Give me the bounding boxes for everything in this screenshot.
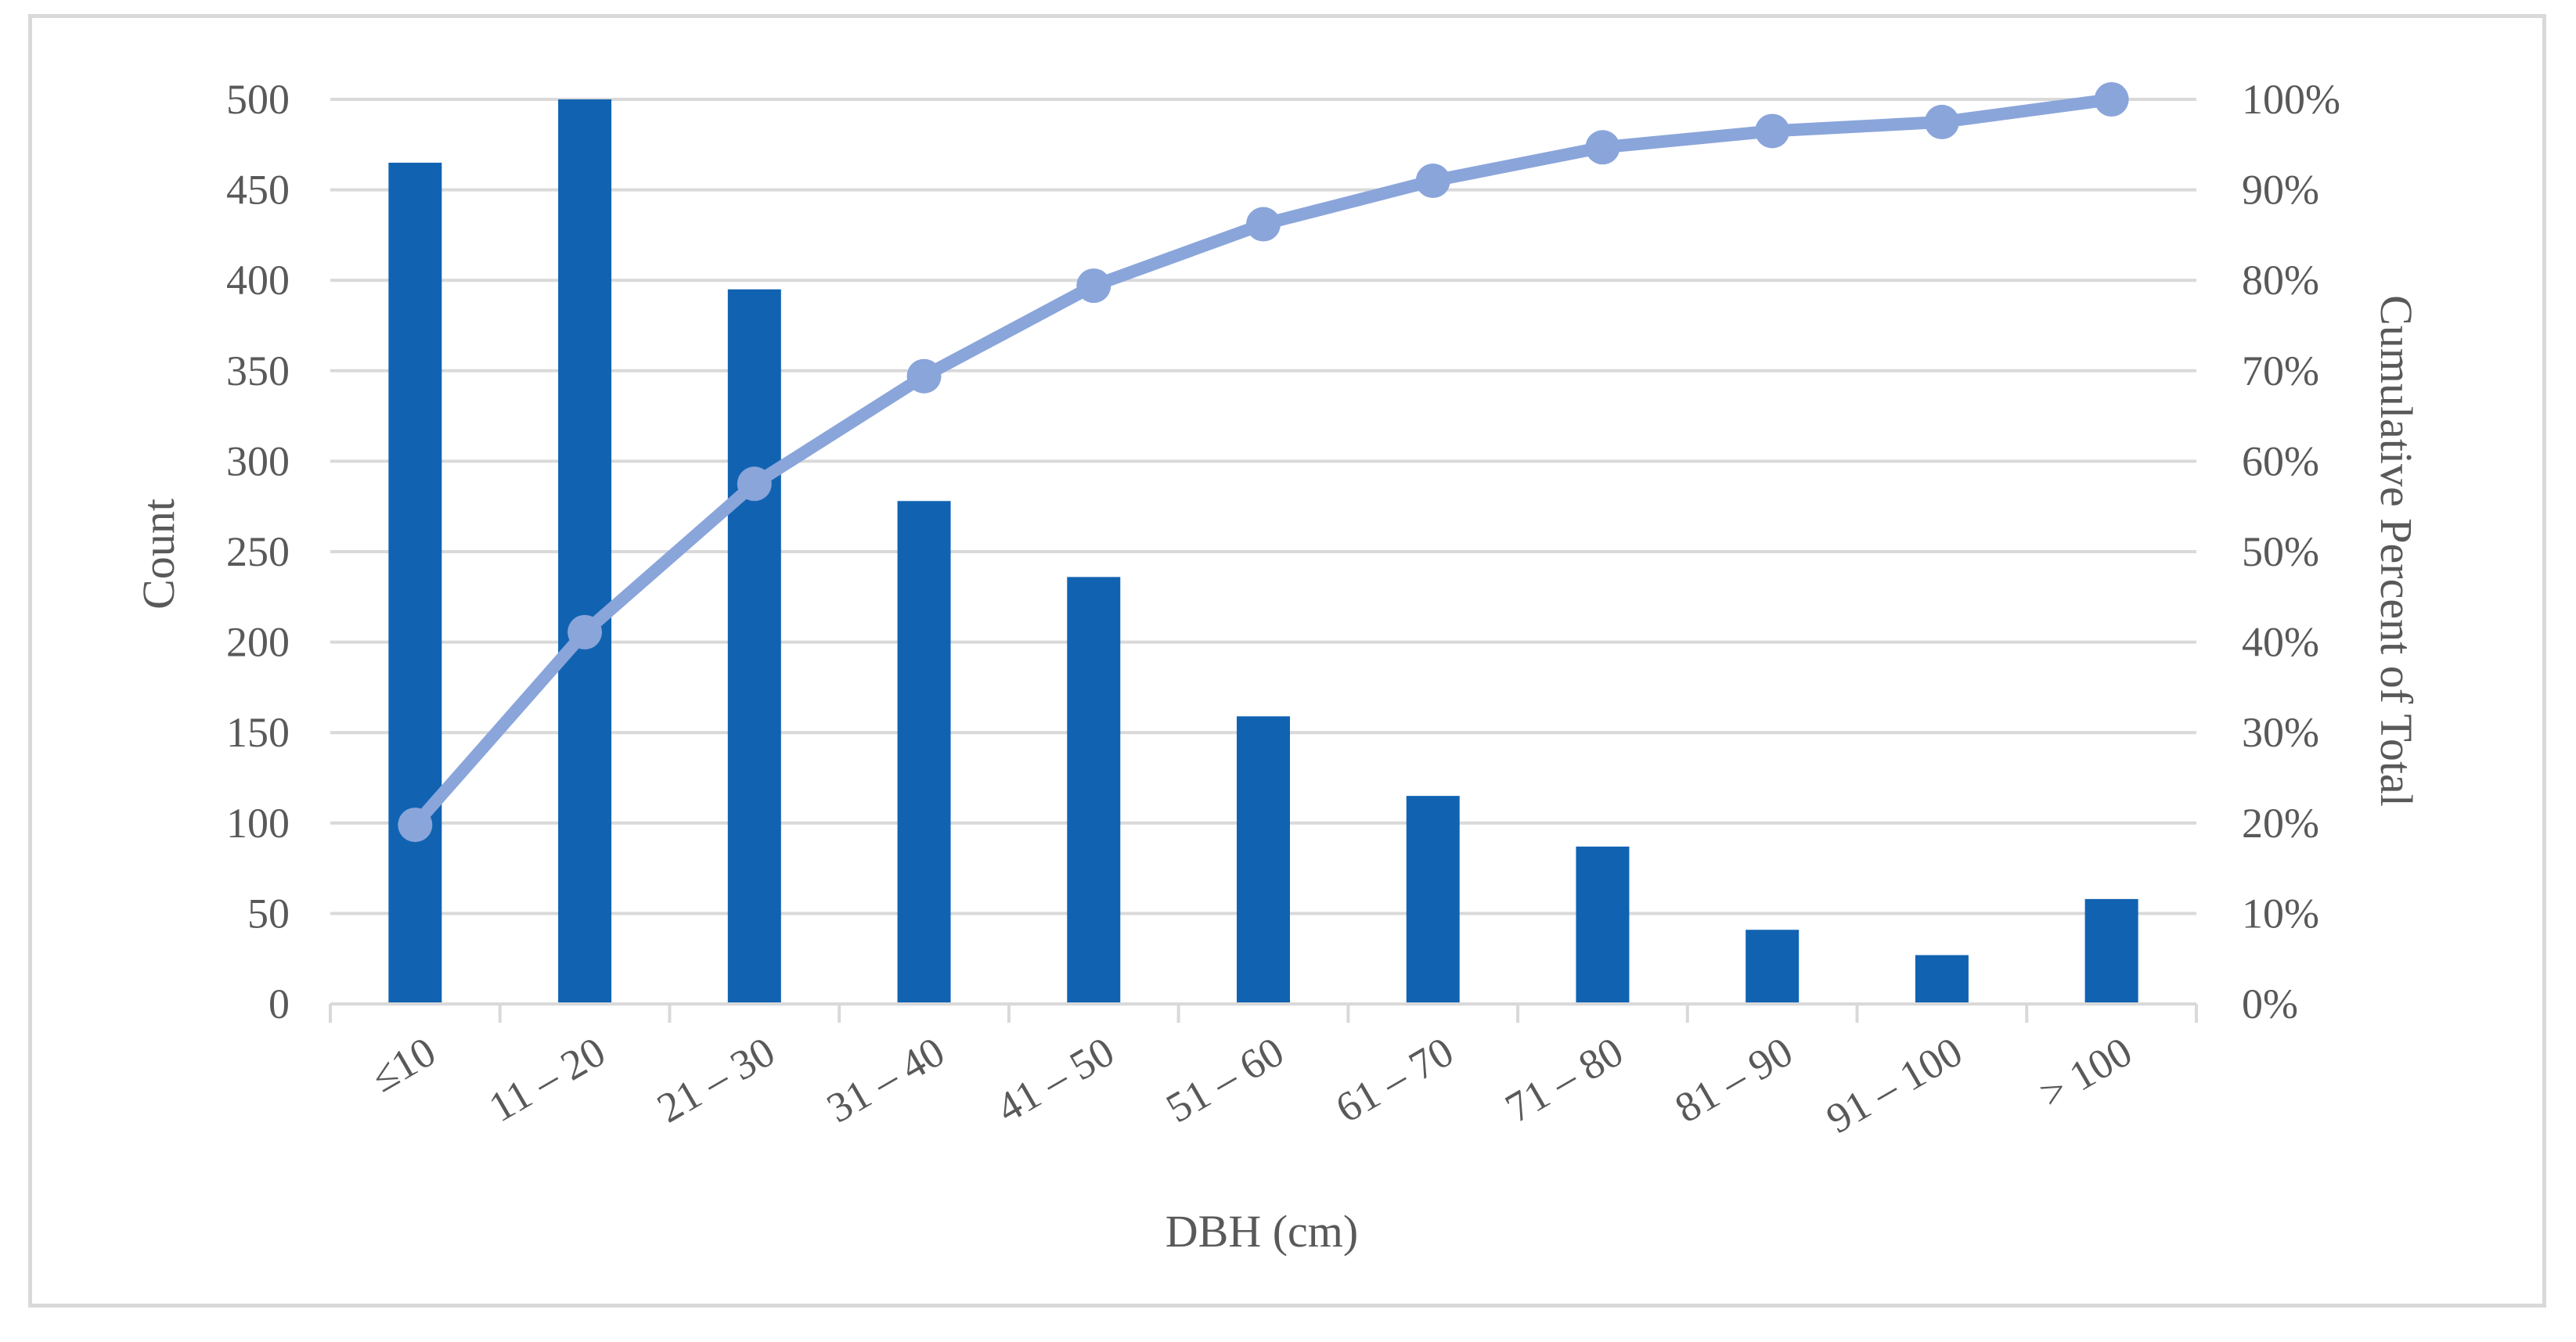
x-tick-label: 51 – 60 bbox=[1158, 1027, 1292, 1132]
bar-series bbox=[388, 99, 2138, 1004]
y-tick-label-right: 90% bbox=[2242, 167, 2319, 214]
y-tick-label-left: 0 bbox=[268, 980, 290, 1027]
bar bbox=[558, 99, 612, 1004]
x-tick-label: 11 – 20 bbox=[481, 1027, 614, 1131]
bar bbox=[727, 289, 781, 1004]
bar bbox=[1746, 930, 1800, 1004]
x-axis-ticks: ≤10 11 – 20 21 – 30 31 – 40 41 – 50 51 – 60 61… bbox=[363, 1027, 2140, 1142]
chart-frame bbox=[28, 14, 2546, 1308]
y-axis-right-ticks: 0% 10% 20% 30% 40% 50% 60% 70% 80% 90% 100% bbox=[2242, 76, 2340, 1027]
bar bbox=[1067, 577, 1121, 1004]
y-tick-label-left: 300 bbox=[226, 437, 290, 484]
bar bbox=[897, 501, 951, 1004]
bar bbox=[1576, 846, 1630, 1004]
x-tick-label: 81 – 90 bbox=[1667, 1027, 1800, 1132]
bar bbox=[1915, 955, 1969, 1004]
x-tick-label: 21 – 30 bbox=[650, 1027, 783, 1132]
x-tick-label: 71 – 80 bbox=[1497, 1027, 1630, 1132]
y-tick-label-right: 10% bbox=[2242, 890, 2319, 937]
y-tick-label-left: 400 bbox=[226, 257, 290, 304]
y-tick-label-left: 250 bbox=[226, 528, 290, 575]
bar bbox=[1406, 796, 1460, 1004]
cumulative-point bbox=[1924, 104, 1959, 139]
x-tick-label: 41 – 50 bbox=[989, 1027, 1122, 1132]
cumulative-point bbox=[1755, 113, 1790, 149]
y-tick-label-right: 100% bbox=[2242, 76, 2340, 123]
y-tick-label-left: 350 bbox=[226, 347, 290, 394]
y-axis-left-title: Count bbox=[133, 498, 184, 610]
x-tick-label: 61 – 70 bbox=[1328, 1027, 1461, 1132]
cumulative-point bbox=[1585, 130, 1620, 165]
y-axis-right-title: Cumulative Percent of Total bbox=[2371, 295, 2422, 807]
x-tick-label: 31 – 40 bbox=[819, 1027, 952, 1132]
bar bbox=[388, 162, 442, 1004]
y-tick-label-right: 20% bbox=[2242, 800, 2319, 847]
bar bbox=[1237, 716, 1290, 1004]
y-tick-label-left: 150 bbox=[226, 709, 290, 756]
cumulative-point bbox=[567, 614, 603, 649]
cumulative-point bbox=[1415, 164, 1450, 199]
x-tick-label: > 100 bbox=[2031, 1027, 2139, 1117]
y-tick-label-right: 30% bbox=[2242, 709, 2319, 756]
y-tick-label-right: 70% bbox=[2242, 347, 2319, 394]
y-axis-left-ticks: 0 50 100 150 200 250 300 350 400 450 500 bbox=[226, 76, 290, 1027]
y-tick-label-left: 450 bbox=[226, 167, 290, 214]
y-tick-label-left: 500 bbox=[226, 76, 290, 123]
x-tick-label: 91 – 100 bbox=[1818, 1027, 1970, 1142]
cumulative-point bbox=[1246, 207, 1281, 242]
cumulative-line-series bbox=[398, 82, 2129, 843]
y-tick-label-left: 200 bbox=[226, 619, 290, 666]
y-tick-label-right: 0% bbox=[2242, 980, 2298, 1027]
y-tick-label-right: 80% bbox=[2242, 257, 2319, 304]
cumulative-point bbox=[737, 466, 772, 502]
y-tick-label-right: 40% bbox=[2242, 619, 2319, 666]
gridlines bbox=[330, 98, 2196, 916]
x-axis-title: DBH (cm) bbox=[1166, 1206, 1358, 1257]
x-axis bbox=[329, 1002, 2198, 1023]
x-tick-label: ≤10 bbox=[363, 1027, 443, 1101]
cumulative-point bbox=[2094, 82, 2129, 117]
y-tick-label-right: 60% bbox=[2242, 437, 2319, 484]
y-tick-label-left: 50 bbox=[247, 890, 290, 937]
cumulative-point bbox=[906, 358, 942, 394]
bar bbox=[2084, 898, 2138, 1004]
y-tick-label-right: 50% bbox=[2242, 528, 2319, 575]
cumulative-point bbox=[1076, 268, 1111, 304]
cumulative-point bbox=[398, 808, 433, 843]
y-tick-label-left: 100 bbox=[226, 800, 290, 847]
